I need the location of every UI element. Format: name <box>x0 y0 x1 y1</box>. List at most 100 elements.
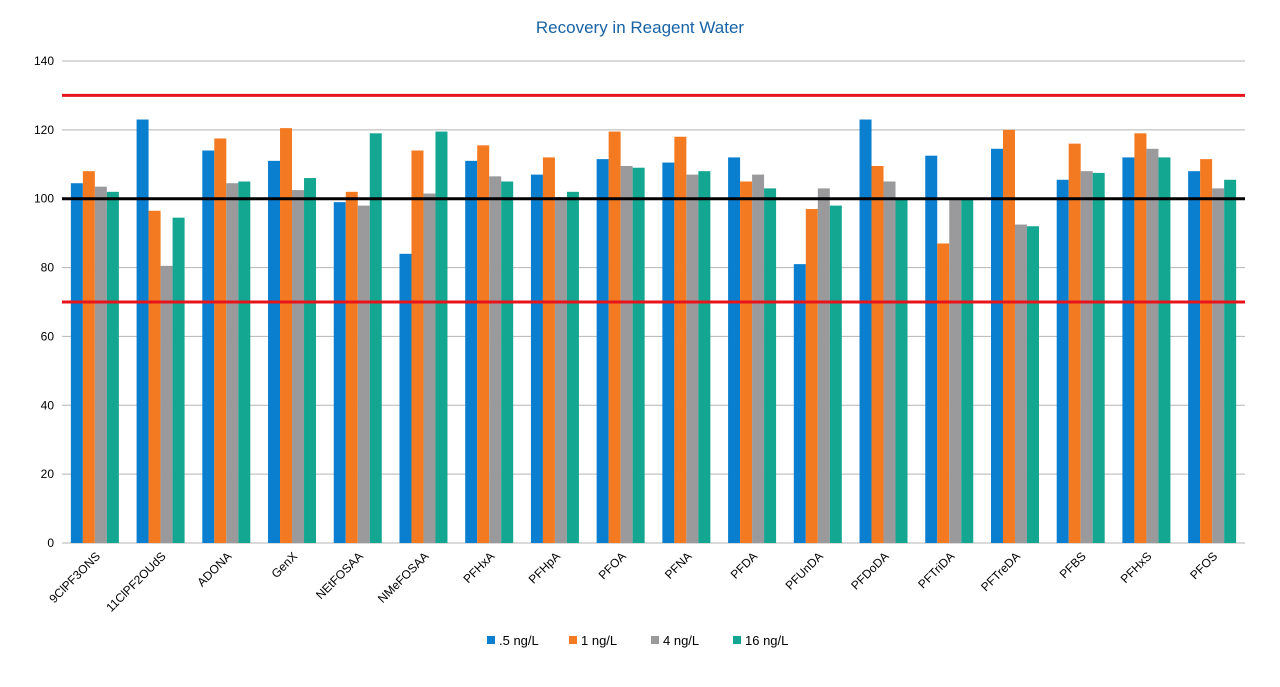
bar-NMeFOSAA-3 <box>435 131 448 544</box>
bar-PFHxA-2 <box>489 176 502 544</box>
bar-PFNA-1 <box>674 136 687 543</box>
bar-PFNA-3 <box>698 171 711 543</box>
x-tick-label: PFHpA <box>526 549 563 586</box>
legend-label: 4 ng/L <box>663 633 699 648</box>
bar-PFTreDA-3 <box>1026 226 1039 543</box>
bar-PFOA-3 <box>632 167 645 543</box>
legend-swatch <box>651 636 659 644</box>
bar-PFHxS-3 <box>1158 157 1171 543</box>
bar-PFOS-2 <box>1212 188 1225 543</box>
bar-PFBS-3 <box>1092 172 1105 543</box>
bar-PFHxS-2 <box>1146 148 1159 544</box>
bar-PFHpA-0 <box>530 174 543 543</box>
bar-PFDoDA-0 <box>859 119 872 544</box>
legend-label: .5 ng/L <box>499 633 539 648</box>
bar-11ClPF2OUdS-0 <box>136 119 149 544</box>
bar-PFHpA-2 <box>554 196 567 543</box>
bar-11ClPF2OUdS-3 <box>172 217 185 543</box>
legend-swatch <box>487 636 495 644</box>
bar-9ClPF3ONS-0 <box>70 183 83 543</box>
x-tick-label: NEtFOSAA <box>313 549 366 602</box>
y-tick-label: 80 <box>41 261 55 275</box>
bar-PFHxS-0 <box>1122 157 1135 543</box>
x-tick-label: NMeFOSAA <box>375 549 432 606</box>
bar-ADONA-1 <box>214 138 227 543</box>
bar-PFTriDA-3 <box>961 198 974 543</box>
bar-NEtFOSAA-0 <box>333 202 346 543</box>
x-tick-label: PFUnDA <box>783 549 826 592</box>
bar-PFOA-0 <box>596 159 609 543</box>
bar-PFTriDA-1 <box>937 243 950 543</box>
bar-PFBS-2 <box>1080 171 1093 543</box>
bar-PFOS-3 <box>1224 179 1237 543</box>
bar-ADONA-2 <box>226 183 239 543</box>
bar-9ClPF3ONS-2 <box>94 186 107 543</box>
x-tick-label: GenX <box>269 549 301 581</box>
legend-label: 1 ng/L <box>581 633 617 648</box>
x-tick-label: PFDA <box>728 549 761 582</box>
y-tick-label: 140 <box>34 54 54 68</box>
x-tick-label: PFBS <box>1057 549 1089 581</box>
bar-NEtFOSAA-2 <box>357 205 370 543</box>
x-tick-label: 11ClPF2OUdS <box>103 549 168 614</box>
y-tick-label: 20 <box>41 467 55 481</box>
bar-PFDA-2 <box>752 174 765 543</box>
bar-PFDoDA-1 <box>871 166 884 543</box>
y-tick-label: 120 <box>34 123 54 137</box>
bar-PFOA-1 <box>608 131 621 544</box>
x-tick-label: PFHxA <box>461 549 498 586</box>
bar-PFHxA-1 <box>477 145 490 543</box>
bar-PFNA-2 <box>686 174 699 543</box>
bar-9ClPF3ONS-3 <box>106 191 119 544</box>
x-tick-label: ADONA <box>194 549 234 589</box>
bar-PFHxA-0 <box>465 160 478 544</box>
bar-NMeFOSAA-2 <box>423 193 436 544</box>
x-tick-label: PFDoDA <box>848 549 891 592</box>
bar-PFNA-0 <box>662 162 675 544</box>
chart-title: Recovery in Reagent Water <box>536 18 745 37</box>
bar-PFDA-3 <box>764 188 777 543</box>
bar-NMeFOSAA-0 <box>399 253 412 544</box>
bar-PFOA-2 <box>620 166 633 543</box>
bar-PFUnDA-2 <box>817 188 830 543</box>
bar-PFTreDA-2 <box>1014 224 1027 544</box>
bar-NEtFOSAA-3 <box>369 133 382 544</box>
x-tick-label: PFHxS <box>1118 549 1155 586</box>
bar-GenX-2 <box>292 190 305 543</box>
bar-PFHxA-3 <box>501 181 514 543</box>
bar-GenX-0 <box>268 160 281 544</box>
y-tick-label: 0 <box>47 536 54 550</box>
bar-PFDA-1 <box>740 181 753 543</box>
bar-ADONA-0 <box>202 150 215 543</box>
bar-PFBS-1 <box>1068 143 1081 543</box>
x-tick-label: PFTriDA <box>915 549 957 591</box>
x-tick-label: PFOA <box>596 549 629 582</box>
bar-PFDA-0 <box>728 157 741 543</box>
bar-PFTreDA-0 <box>990 148 1003 544</box>
bar-11ClPF2OUdS-1 <box>148 210 161 543</box>
bar-9ClPF3ONS-1 <box>82 171 95 543</box>
bar-11ClPF2OUdS-2 <box>160 265 173 543</box>
bar-PFHxS-1 <box>1134 133 1147 544</box>
bar-PFTriDA-0 <box>925 155 938 543</box>
bar-GenX-1 <box>280 128 293 543</box>
bar-PFUnDA-1 <box>805 209 818 544</box>
y-tick-label: 100 <box>34 192 54 206</box>
bar-PFHpA-1 <box>542 157 555 543</box>
x-tick-label: PFTreDA <box>978 549 1023 594</box>
legend-swatch <box>733 636 741 644</box>
bar-PFUnDA-0 <box>793 264 806 543</box>
bar-PFBS-0 <box>1056 179 1069 543</box>
bar-PFTriDA-2 <box>949 198 962 543</box>
bar-PFUnDA-3 <box>829 205 842 543</box>
y-tick-label: 40 <box>41 398 55 412</box>
legend-label: 16 ng/L <box>745 633 788 648</box>
bar-PFDoDA-3 <box>895 198 908 543</box>
x-tick-label: PFNA <box>662 549 695 582</box>
bar-PFOS-1 <box>1200 159 1213 543</box>
bar-GenX-3 <box>304 178 317 544</box>
bar-ADONA-3 <box>238 181 251 543</box>
bar-PFOS-0 <box>1188 171 1201 543</box>
bar-NMeFOSAA-1 <box>411 150 424 543</box>
bar-NEtFOSAA-1 <box>345 191 358 544</box>
